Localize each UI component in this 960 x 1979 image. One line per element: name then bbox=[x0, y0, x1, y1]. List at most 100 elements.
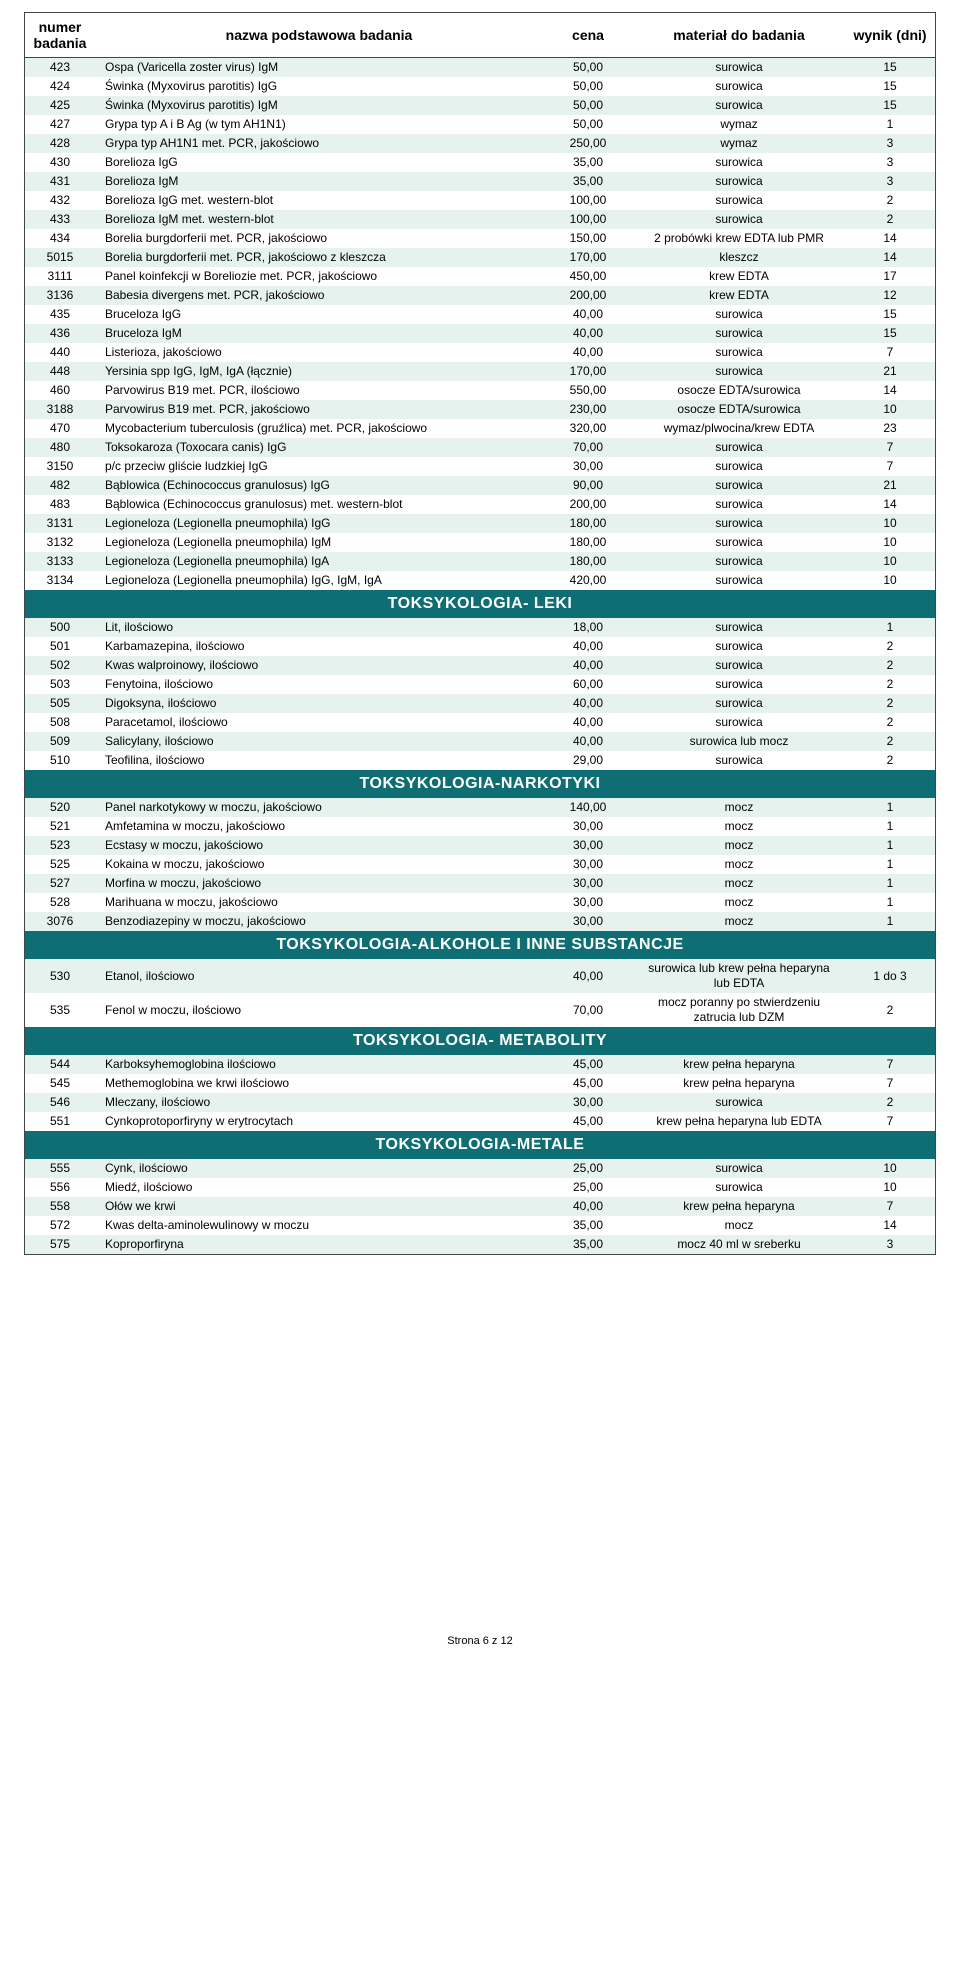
cell-num: 433 bbox=[25, 210, 96, 229]
cell-material: surowica bbox=[633, 58, 845, 78]
cell-num: 3133 bbox=[25, 552, 96, 571]
col-days: wynik (dni) bbox=[845, 13, 936, 58]
cell-days: 15 bbox=[845, 324, 936, 343]
section-title: TOKSYKOLOGIA- LEKI bbox=[25, 590, 936, 618]
cell-days: 7 bbox=[845, 1074, 936, 1093]
cell-days: 2 bbox=[845, 656, 936, 675]
section-title: TOKSYKOLOGIA- METABOLITY bbox=[25, 1027, 936, 1055]
cell-num: 431 bbox=[25, 172, 96, 191]
table-body: 423Ospa (Varicella zoster virus) IgM50,0… bbox=[25, 58, 936, 1255]
table-row: 525Kokaina w moczu, jakościowo30,00mocz1 bbox=[25, 855, 936, 874]
cell-num: 3076 bbox=[25, 912, 96, 931]
cell-num: 572 bbox=[25, 1216, 96, 1235]
cell-material: surowica bbox=[633, 438, 845, 457]
cell-price: 45,00 bbox=[543, 1112, 633, 1131]
cell-material: surowica bbox=[633, 324, 845, 343]
cell-price: 40,00 bbox=[543, 324, 633, 343]
cell-num: 3132 bbox=[25, 533, 96, 552]
cell-days: 1 bbox=[845, 798, 936, 817]
cell-days: 1 bbox=[845, 893, 936, 912]
cell-days: 15 bbox=[845, 96, 936, 115]
cell-name: Kokaina w moczu, jakościowo bbox=[95, 855, 543, 874]
table-row: 527Morfina w moczu, jakościowo30,00mocz1 bbox=[25, 874, 936, 893]
page-footer: Strona 6 z 12 bbox=[24, 1635, 936, 1647]
cell-price: 70,00 bbox=[543, 993, 633, 1027]
cell-price: 180,00 bbox=[543, 514, 633, 533]
cell-material: surowica bbox=[633, 210, 845, 229]
table-row: 545Methemoglobina we krwi ilościowo45,00… bbox=[25, 1074, 936, 1093]
table-row: 544Karboksyhemoglobina ilościowo45,00kre… bbox=[25, 1055, 936, 1074]
cell-num: 425 bbox=[25, 96, 96, 115]
cell-days: 2 bbox=[845, 713, 936, 732]
cell-name: Mleczany, ilościowo bbox=[95, 1093, 543, 1112]
cell-price: 30,00 bbox=[543, 457, 633, 476]
cell-num: 500 bbox=[25, 618, 96, 637]
table-row: 551Cynkoprotoporfiryny w erytrocytach45,… bbox=[25, 1112, 936, 1131]
cell-days: 7 bbox=[845, 1197, 936, 1216]
cell-material: osocze EDTA/surowica bbox=[633, 381, 845, 400]
cell-material: surowica bbox=[633, 343, 845, 362]
col-price: cena bbox=[543, 13, 633, 58]
table-row: 535Fenol w moczu, ilościowo70,00mocz por… bbox=[25, 993, 936, 1027]
cell-days: 7 bbox=[845, 343, 936, 362]
cell-name: Mycobacterium tuberculosis (gruźlica) me… bbox=[95, 419, 543, 438]
cell-days: 1 bbox=[845, 874, 936, 893]
cell-days: 21 bbox=[845, 476, 936, 495]
cell-days: 1 bbox=[845, 115, 936, 134]
page: numer badania nazwa podstawowa badania c… bbox=[0, 0, 960, 1687]
cell-name: Świnka (Myxovirus parotitis) IgM bbox=[95, 96, 543, 115]
table-row: 448Yersinia spp IgG, IgM, IgA (łącznie)1… bbox=[25, 362, 936, 381]
cell-material: mocz bbox=[633, 912, 845, 931]
cell-num: 482 bbox=[25, 476, 96, 495]
cell-num: 510 bbox=[25, 751, 96, 770]
section-header: TOKSYKOLOGIA- LEKI bbox=[25, 590, 936, 618]
cell-days: 15 bbox=[845, 58, 936, 78]
cell-num: 544 bbox=[25, 1055, 96, 1074]
cell-name: Cynk, ilościowo bbox=[95, 1159, 543, 1178]
cell-material: kleszcz bbox=[633, 248, 845, 267]
cell-days: 7 bbox=[845, 1055, 936, 1074]
table-row: 3132Legioneloza (Legionella pneumophila)… bbox=[25, 533, 936, 552]
table-row: 483Bąblowica (Echinococcus granulosus) m… bbox=[25, 495, 936, 514]
cell-material: surowica bbox=[633, 172, 845, 191]
cell-price: 40,00 bbox=[543, 343, 633, 362]
cell-name: Lit, ilościowo bbox=[95, 618, 543, 637]
cell-days: 3 bbox=[845, 153, 936, 172]
cell-num: 558 bbox=[25, 1197, 96, 1216]
cell-material: krew pełna heparyna lub EDTA bbox=[633, 1112, 845, 1131]
table-row: 460Parvowirus B19 met. PCR, ilościowo550… bbox=[25, 381, 936, 400]
cell-num: 509 bbox=[25, 732, 96, 751]
cell-name: Panel narkotykowy w moczu, jakościowo bbox=[95, 798, 543, 817]
table-row: 3150p/c przeciw gliście ludzkiej IgG30,0… bbox=[25, 457, 936, 476]
cell-num: 535 bbox=[25, 993, 96, 1027]
cell-material: surowica bbox=[633, 476, 845, 495]
cell-price: 550,00 bbox=[543, 381, 633, 400]
table-row: 503Fenytoina, ilościowo60,00surowica2 bbox=[25, 675, 936, 694]
cell-material: surowica bbox=[633, 305, 845, 324]
cell-num: 523 bbox=[25, 836, 96, 855]
cell-num: 432 bbox=[25, 191, 96, 210]
cell-material: surowica bbox=[633, 362, 845, 381]
cell-name: Marihuana w moczu, jakościowo bbox=[95, 893, 543, 912]
table-row: 482Bąblowica (Echinococcus granulosus) I… bbox=[25, 476, 936, 495]
cell-price: 40,00 bbox=[543, 713, 633, 732]
cell-material: mocz bbox=[633, 855, 845, 874]
cell-num: 505 bbox=[25, 694, 96, 713]
cell-material: wymaz/plwocina/krew EDTA bbox=[633, 419, 845, 438]
col-num: numer badania bbox=[25, 13, 96, 58]
cell-price: 25,00 bbox=[543, 1178, 633, 1197]
cell-num: 555 bbox=[25, 1159, 96, 1178]
cell-material: surowica bbox=[633, 77, 845, 96]
cell-days: 2 bbox=[845, 732, 936, 751]
cell-num: 527 bbox=[25, 874, 96, 893]
cell-name: Koproporfiryna bbox=[95, 1235, 543, 1255]
cell-price: 100,00 bbox=[543, 210, 633, 229]
price-table: numer badania nazwa podstawowa badania c… bbox=[24, 12, 936, 1255]
cell-price: 40,00 bbox=[543, 959, 633, 993]
cell-num: 545 bbox=[25, 1074, 96, 1093]
cell-name: Methemoglobina we krwi ilościowo bbox=[95, 1074, 543, 1093]
cell-price: 200,00 bbox=[543, 286, 633, 305]
cell-days: 14 bbox=[845, 1216, 936, 1235]
cell-name: Grypa typ A i B Ag (w tym AH1N1) bbox=[95, 115, 543, 134]
cell-days: 1 bbox=[845, 836, 936, 855]
